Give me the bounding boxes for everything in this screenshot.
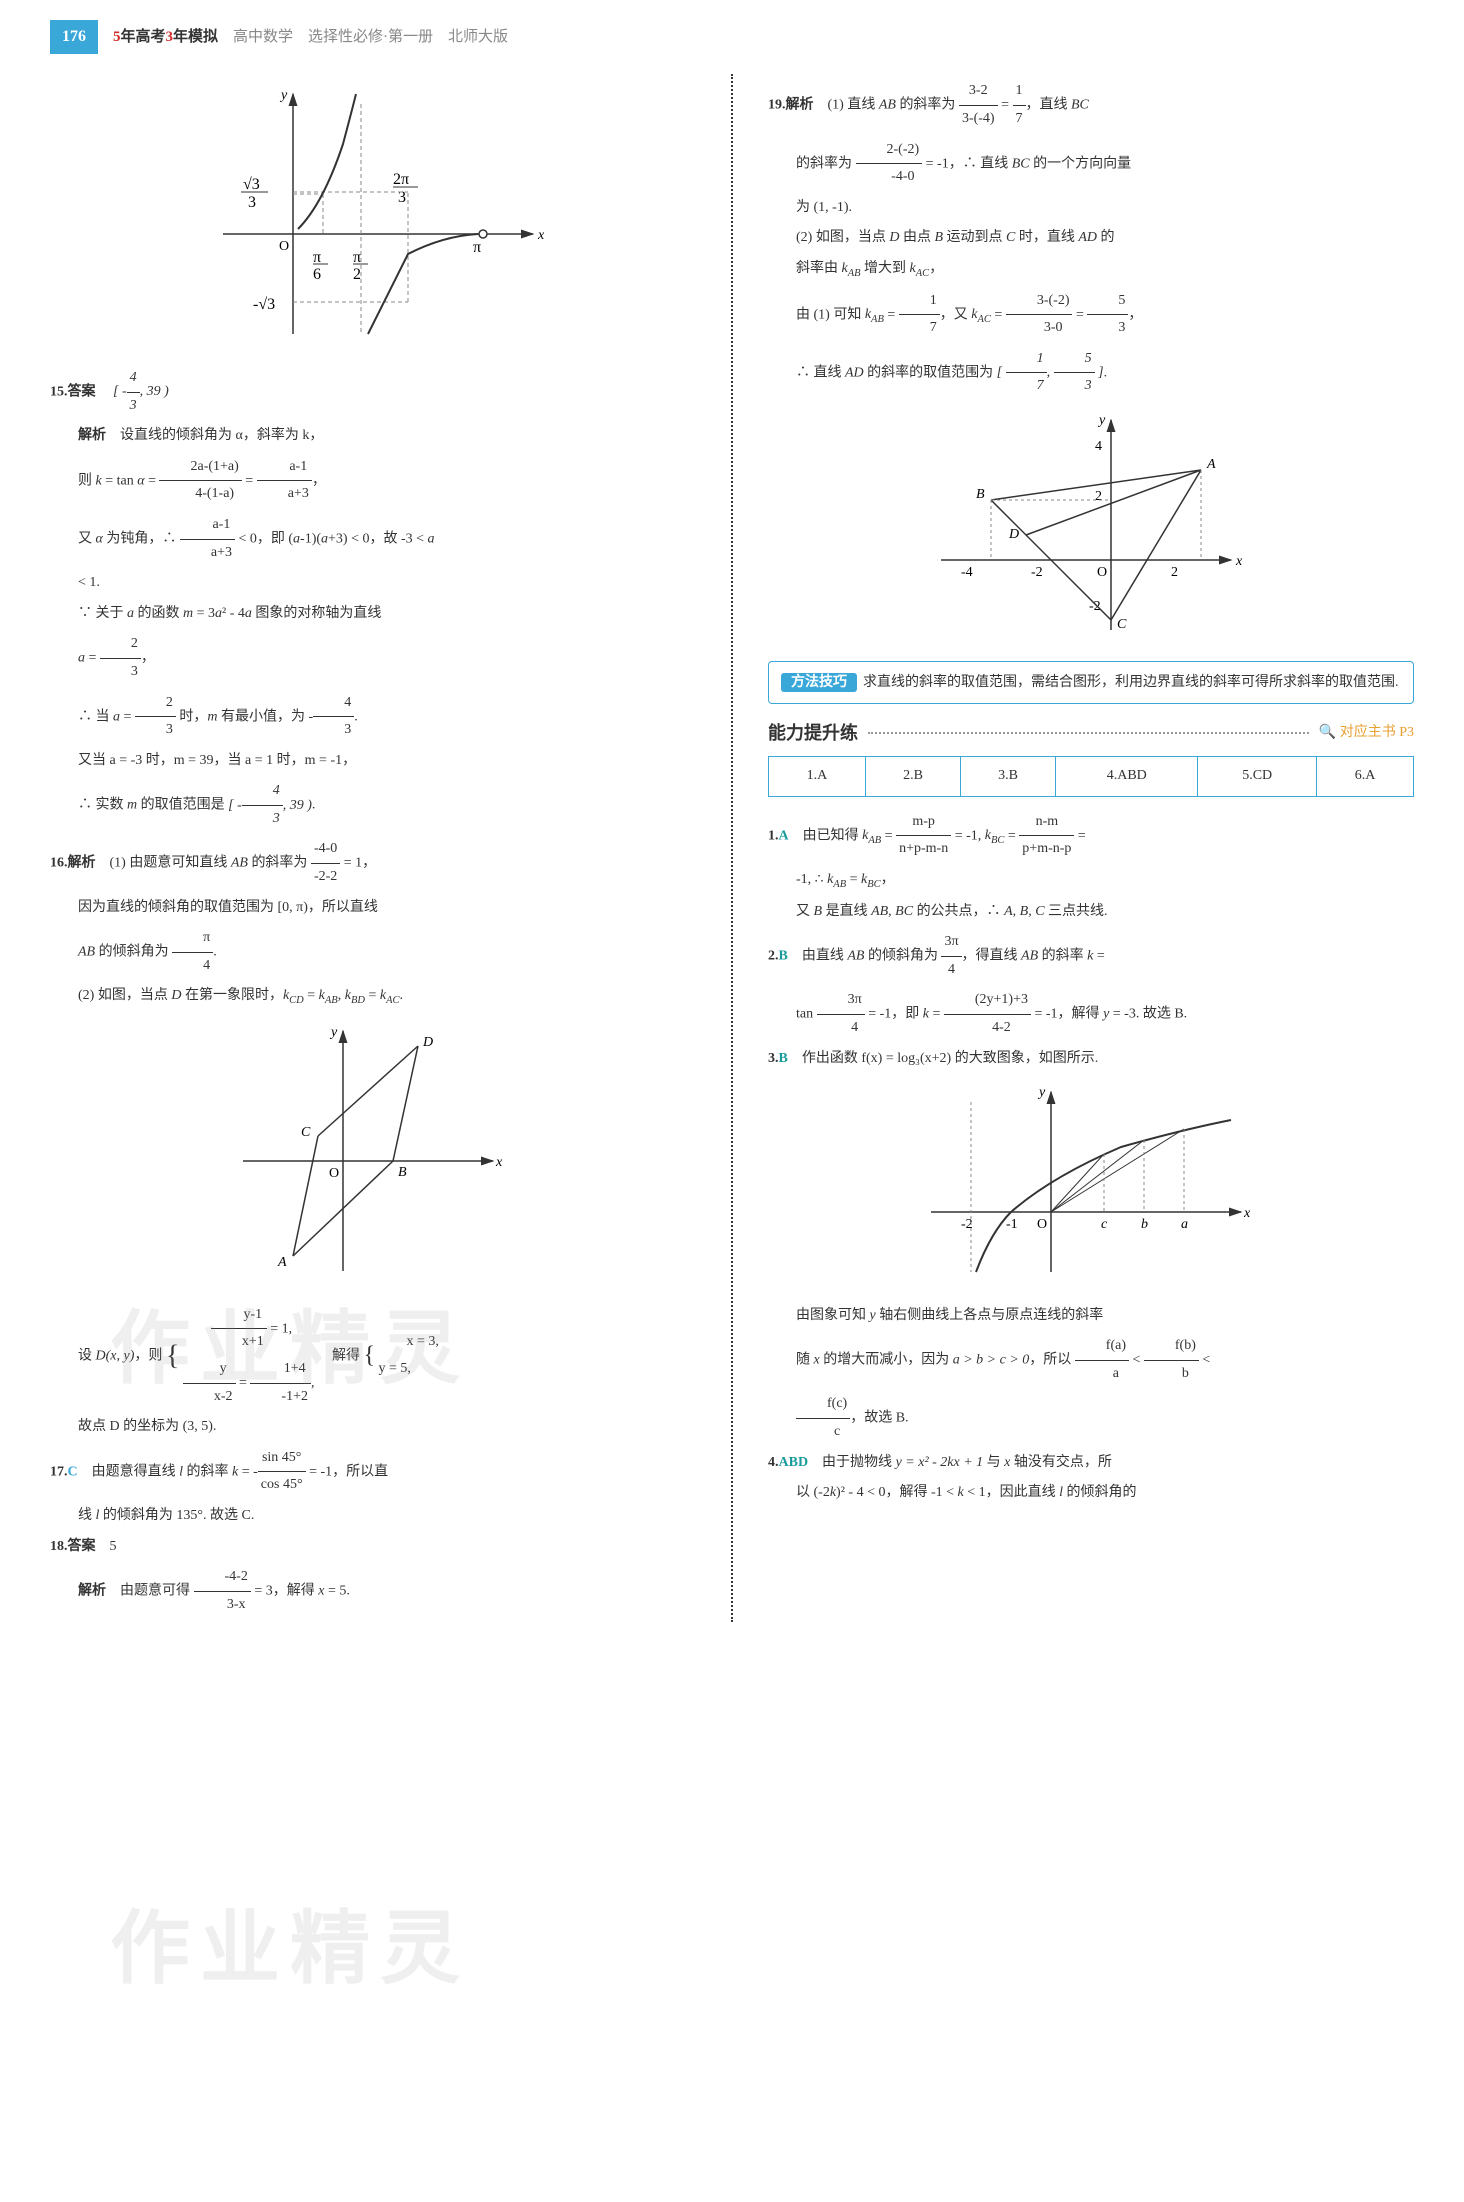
svg-text:6: 6: [313, 266, 321, 283]
svg-text:-2: -2: [1031, 565, 1043, 580]
svg-text:A: A: [277, 1255, 287, 1270]
svg-text:x: x: [495, 1155, 503, 1170]
svg-text:2: 2: [353, 266, 361, 283]
q1: 1.A 由已知得 kAB = m-pn+p-m-n = -1, kBC = n-…: [768, 809, 1414, 863]
book-title: 5年高考3年模拟: [113, 23, 218, 52]
svg-text:π: π: [473, 239, 481, 256]
page-number: 176: [50, 20, 98, 54]
ans-cell: 6.A: [1317, 757, 1414, 797]
figure-parallelogram: x y O A B C D: [50, 1021, 696, 1292]
svg-text:C: C: [301, 1125, 311, 1140]
column-divider: [731, 74, 733, 1622]
svg-text:2π: 2π: [393, 171, 409, 188]
q17: 17.C 由题意得直线 l 的斜率 k = -sin 45°cos 45° = …: [50, 1445, 696, 1499]
book-subtitle: 高中数学 选择性必修·第一册 北师大版: [233, 23, 508, 52]
svg-text:O: O: [329, 1166, 339, 1181]
svg-text:-√3: -√3: [253, 296, 275, 313]
right-column: 19.解析 (1) 直线 AB 的斜率为 3-23-(-4) = 17，直线 B…: [768, 74, 1414, 1622]
svg-text:b: b: [1141, 1217, 1148, 1232]
q2: 2.B 由直线 AB 的倾斜角为 3π4，得直线 AB 的斜率 k =: [768, 929, 1414, 983]
watermark: 作业精灵: [110, 1874, 470, 2026]
q15: 15.答案 [ -43, 39 ): [50, 365, 696, 419]
section-title: 能力提升练: [768, 716, 858, 750]
q4: 4.ABD 由于抛物线 y = x² - 2kx + 1 与 x 轴没有交点，所: [768, 1450, 1414, 1477]
q3: 3.B 作出函数 f(x) = log₃(x+2) 的大致图象，如图所示.: [768, 1046, 1414, 1073]
tip-tag: 方法技巧: [781, 673, 857, 692]
svg-text:O: O: [1037, 1217, 1047, 1232]
svg-text:x: x: [1243, 1206, 1251, 1221]
svg-text:a: a: [1181, 1217, 1188, 1232]
svg-text:π: π: [353, 249, 361, 266]
page-header: 176 5年高考3年模拟 高中数学 选择性必修·第一册 北师大版: [50, 20, 1414, 54]
svg-text:y: y: [1037, 1085, 1046, 1100]
svg-text:y: y: [329, 1025, 338, 1040]
svg-text:O: O: [279, 239, 289, 254]
magnifier-icon: 🔍: [1319, 725, 1336, 740]
svg-text:π: π: [313, 249, 321, 266]
svg-text:O: O: [1097, 565, 1107, 580]
figure-log-curve: x y O -2 -1 c b a: [768, 1082, 1414, 1293]
svg-text:-1: -1: [1006, 1217, 1018, 1232]
q18: 18.答案 5: [50, 1534, 696, 1561]
x-axis-label: x: [537, 228, 545, 243]
ans-cell: 4.ABD: [1056, 757, 1198, 797]
svg-text:3: 3: [248, 194, 256, 211]
figure-tan-curve: x y O π 6 π 2 2π 3 π √3 3 -√3: [50, 84, 696, 355]
figure-triangle-coords: x y O -4 -2 2 2 4 -2 A B: [768, 410, 1414, 651]
svg-text:D: D: [1008, 527, 1019, 542]
section-header: 能力提升练 🔍 对应主书 P3: [768, 716, 1414, 750]
ans-cell: 2.B: [865, 757, 960, 797]
svg-text:y: y: [1097, 413, 1106, 428]
svg-text:B: B: [398, 1165, 407, 1180]
svg-text:2: 2: [1095, 489, 1102, 504]
svg-text:x: x: [1235, 554, 1243, 569]
y-axis-label: y: [279, 88, 288, 103]
tip-box: 方法技巧求直线的斜率的取值范围，需结合图形，利用边界直线的斜率可得所求斜率的取值…: [768, 661, 1414, 704]
answer-table: 1.A 2.B 3.B 4.ABD 5.CD 6.A: [768, 756, 1414, 797]
svg-text:C: C: [1117, 617, 1127, 632]
svg-text:A: A: [1206, 457, 1216, 472]
svg-text:2: 2: [1171, 565, 1178, 580]
left-column: 作业精灵 作业精灵 x y O π 6 π: [50, 74, 696, 1622]
svg-text:B: B: [976, 487, 985, 502]
svg-text:D: D: [422, 1035, 433, 1050]
svg-text:√3: √3: [243, 176, 260, 193]
svg-text:c: c: [1101, 1217, 1108, 1232]
svg-text:-4: -4: [961, 565, 973, 580]
svg-text:4: 4: [1095, 439, 1102, 454]
q16: 16.解析 (1) 由题意可知直线 AB 的斜率为 -4-0-2-2 = 1，: [50, 836, 696, 890]
ans-cell: 1.A: [769, 757, 866, 797]
q19: 19.解析 (1) 直线 AB 的斜率为 3-23-(-4) = 17，直线 B…: [768, 78, 1414, 132]
ref-link: 🔍 对应主书 P3: [1319, 720, 1414, 747]
ans-cell: 3.B: [961, 757, 1056, 797]
ans-cell: 5.CD: [1198, 757, 1317, 797]
svg-text:-2: -2: [1089, 599, 1101, 614]
